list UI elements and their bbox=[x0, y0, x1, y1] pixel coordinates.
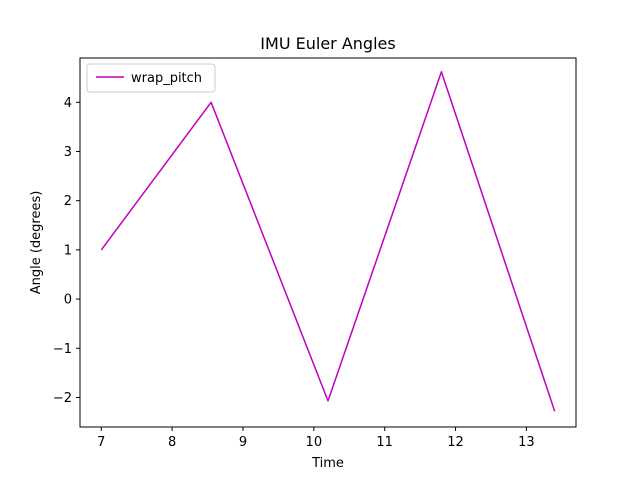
x-tick-label: 10 bbox=[306, 435, 323, 450]
axes-background bbox=[80, 58, 576, 427]
plot-area bbox=[79, 57, 577, 428]
x-tick-label: 11 bbox=[376, 435, 393, 450]
y-tick-label: 1 bbox=[64, 243, 72, 258]
x-tick-label: 8 bbox=[168, 435, 176, 450]
y-tick-label: 3 bbox=[64, 145, 72, 160]
x-tick-label: 7 bbox=[97, 435, 105, 450]
x-tick-label: 13 bbox=[518, 435, 535, 450]
legend-label-wrap-pitch: wrap_pitch bbox=[131, 71, 202, 86]
y-tick-label: −1 bbox=[53, 342, 72, 357]
y-axis-label: Angle (degrees) bbox=[29, 191, 44, 295]
y-tick-label: 4 bbox=[64, 96, 72, 111]
axes-frame bbox=[79, 57, 577, 428]
x-axis-ticks: 7 8 9 10 11 12 13 bbox=[97, 427, 535, 450]
series-line-wrap-pitch bbox=[100, 71, 556, 412]
x-tick-label: 12 bbox=[447, 435, 464, 450]
legend: wrap_pitch bbox=[86, 63, 216, 93]
y-axis-ticks: −2 −1 0 1 2 3 4 bbox=[53, 96, 80, 406]
series-layer bbox=[100, 71, 556, 412]
x-tick-label: 9 bbox=[239, 435, 247, 450]
y-tick-label: 2 bbox=[64, 194, 72, 209]
y-tick-label: −2 bbox=[53, 391, 72, 406]
y-tick-label: 0 bbox=[64, 293, 72, 308]
chart-title: IMU Euler Angles bbox=[260, 34, 395, 53]
legend-box bbox=[86, 63, 216, 93]
x-axis-label: Time bbox=[311, 456, 344, 471]
